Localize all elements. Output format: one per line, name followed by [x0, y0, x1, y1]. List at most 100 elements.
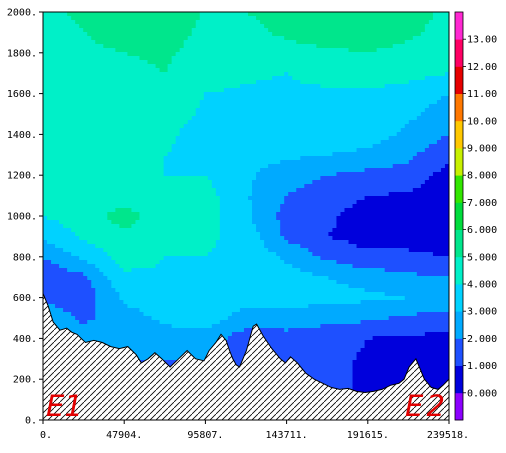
contour-cell: [404, 108, 410, 113]
contour-cell: [135, 152, 141, 157]
contour-cell: [235, 208, 241, 213]
contour-cell: [264, 60, 269, 65]
contour-cell: [63, 152, 68, 157]
contour-cell: [444, 144, 449, 149]
contour-cell: [428, 108, 434, 113]
contour-cell: [215, 128, 221, 133]
contour-cell: [364, 192, 370, 197]
contour-cell: [147, 96, 153, 101]
contour-cell: [239, 124, 245, 129]
contour-cell: [272, 152, 277, 157]
contour-cell: [159, 84, 165, 89]
contour-cell: [444, 112, 449, 117]
contour-cell: [416, 32, 422, 37]
contour-cell: [167, 204, 173, 209]
contour-cell: [296, 24, 301, 29]
contour-cell: [260, 36, 265, 41]
contour-cell: [235, 204, 241, 209]
contour-cell: [231, 200, 237, 205]
contour-cell: [312, 48, 317, 53]
contour-cell: [352, 156, 358, 161]
contour-cell: [199, 112, 205, 117]
contour-cell: [340, 156, 346, 161]
contour-cell: [199, 12, 205, 17]
contour-cell: [79, 92, 84, 97]
contour-cell: [135, 116, 141, 121]
contour-cell: [135, 104, 141, 109]
contour-cell: [352, 80, 358, 85]
contour-cell: [288, 188, 293, 193]
contour-cell: [187, 16, 193, 21]
contour-cell: [292, 88, 297, 93]
contour-cell: [119, 200, 124, 205]
contour-cell: [444, 196, 449, 201]
contour-cell: [151, 184, 157, 189]
contour-cell: [312, 144, 317, 149]
contour-cell: [123, 68, 129, 73]
contour-cell: [332, 144, 338, 149]
contour-cell: [59, 160, 64, 165]
contour-cell: [51, 68, 56, 73]
contour-cell: [187, 108, 193, 113]
contour-cell: [276, 32, 281, 37]
contour-cell: [183, 172, 189, 177]
contour-cell: [215, 132, 221, 137]
contour-cell: [276, 88, 281, 93]
contour-cell: [71, 200, 76, 205]
contour-cell: [268, 180, 273, 185]
contour-cell: [203, 16, 209, 21]
contour-cell: [268, 152, 273, 157]
contour-cell: [304, 164, 309, 169]
contour-cell: [332, 96, 338, 101]
contour-cell: [288, 116, 293, 121]
contour-cell: [400, 60, 406, 65]
contour-cell: [191, 192, 197, 197]
contour-cell: [135, 64, 141, 69]
contour-cell: [340, 172, 346, 177]
contour-cell: [71, 96, 76, 101]
contour-cell: [324, 120, 330, 125]
contour-cell: [183, 156, 189, 161]
contour-cell: [187, 120, 193, 125]
contour-cell: [344, 84, 350, 89]
contour-cell: [404, 112, 410, 117]
contour-cell: [123, 188, 129, 193]
contour-cell: [260, 116, 265, 121]
contour-cell: [87, 120, 92, 125]
contour-cell: [268, 160, 273, 165]
contour-cell: [199, 176, 205, 181]
contour-cell: [155, 96, 161, 101]
contour-cell: [376, 164, 382, 169]
contour-cell: [215, 12, 221, 17]
contour-cell: [191, 176, 197, 181]
contour-cell: [260, 160, 265, 165]
contour-cell: [175, 100, 181, 105]
contour-cell: [135, 192, 141, 197]
contour-cell: [151, 200, 157, 205]
contour-cell: [87, 164, 92, 169]
contour-cell: [151, 12, 157, 17]
contour-cell: [344, 76, 350, 81]
contour-cell: [352, 172, 358, 177]
contour-cell: [412, 28, 418, 33]
contour-cell: [436, 20, 442, 25]
contour-cell: [256, 40, 261, 45]
contour-cell: [167, 108, 173, 113]
contour-cell: [103, 112, 108, 117]
contour-cell: [344, 120, 350, 125]
contour-cell: [43, 180, 48, 185]
contour-cell: [420, 104, 426, 109]
contour-cell: [71, 60, 76, 65]
contour-cell: [316, 192, 321, 197]
contour-cell: [55, 12, 60, 17]
contour-cell: [368, 84, 374, 89]
contour-cell: [83, 164, 88, 169]
contour-cell: [79, 56, 84, 61]
contour-cell: [131, 28, 137, 33]
contour-cell: [231, 140, 237, 145]
contour-cell: [388, 48, 394, 53]
contour-cell: [235, 52, 241, 57]
contour-cell: [432, 172, 438, 177]
contour-cell: [412, 72, 418, 77]
contour-cell: [256, 44, 261, 49]
